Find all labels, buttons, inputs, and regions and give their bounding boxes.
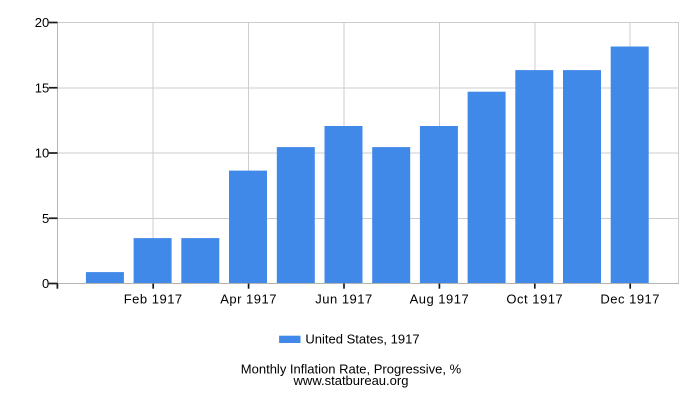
svg-text:Aug 1917: Aug 1917 xyxy=(410,292,470,307)
svg-text:20: 20 xyxy=(35,15,49,30)
svg-text:Dec 1917: Dec 1917 xyxy=(600,292,660,307)
svg-text:Apr 1917: Apr 1917 xyxy=(220,292,277,307)
svg-text:10: 10 xyxy=(35,146,49,161)
svg-text:0: 0 xyxy=(42,276,49,291)
svg-text:Feb 1917: Feb 1917 xyxy=(124,292,183,307)
svg-text:Jun 1917: Jun 1917 xyxy=(315,292,373,307)
svg-text:www.statbureau.org: www.statbureau.org xyxy=(293,373,409,388)
svg-text:5: 5 xyxy=(42,211,49,226)
svg-text:Oct 1917: Oct 1917 xyxy=(506,292,563,307)
svg-text:15: 15 xyxy=(35,80,49,95)
svg-text:United States, 1917: United States, 1917 xyxy=(305,332,419,347)
svg-text:Monthly Inflation Rate, Progre: Monthly Inflation Rate, Progressive, % xyxy=(241,361,462,376)
